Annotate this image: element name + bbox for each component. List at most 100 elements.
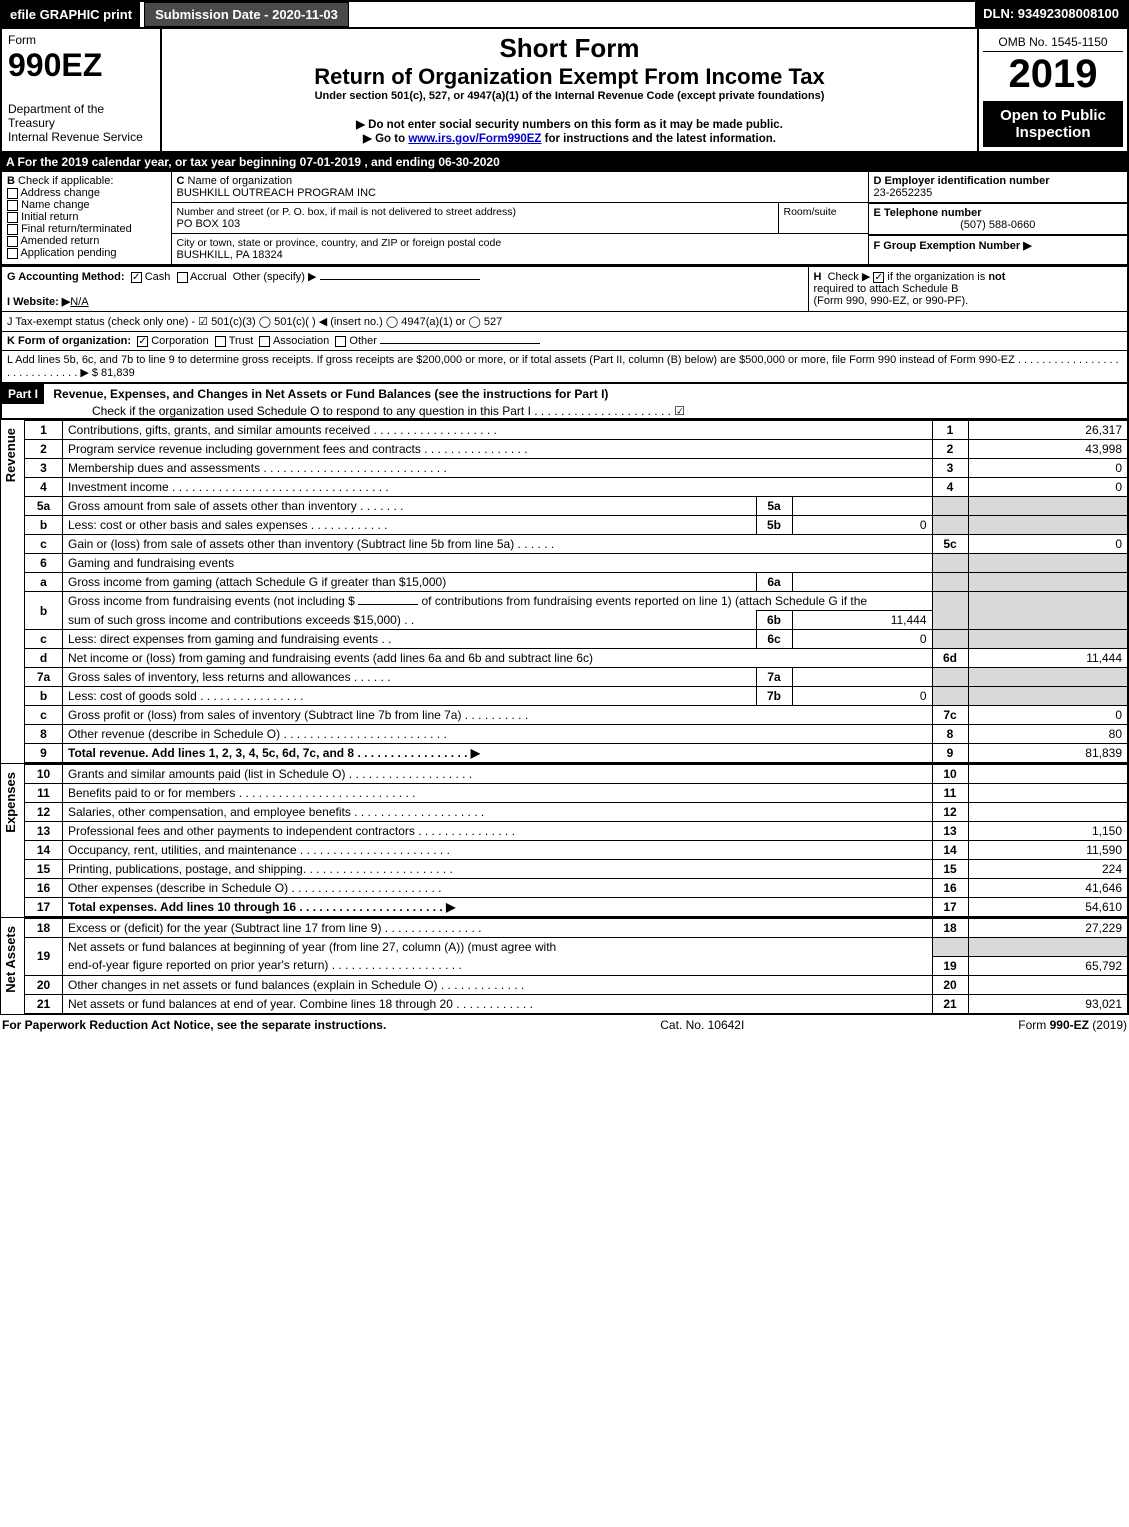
line-17-num: 17: [25, 898, 63, 918]
line-6a-subval: [792, 573, 932, 592]
checkbox-address-change[interactable]: [7, 188, 18, 199]
checkbox-application-pending[interactable]: [7, 248, 18, 259]
checkbox-amended-return[interactable]: [7, 236, 18, 247]
form-header: Form 990EZ Department of the Treasury In…: [0, 29, 1129, 153]
line-9-num: 9: [25, 744, 63, 764]
other-org-input[interactable]: [380, 343, 540, 344]
line-16-text: Other expenses (describe in Schedule O) …: [63, 879, 933, 898]
line-15-val: 224: [968, 860, 1128, 879]
line-8-text: Other revenue (describe in Schedule O) .…: [63, 725, 933, 744]
checkbox-name-change[interactable]: [7, 200, 18, 211]
dln-label: DLN: 93492308008100: [975, 2, 1127, 27]
irs-link[interactable]: www.irs.gov/Form990EZ: [408, 133, 541, 145]
line-9-col: 9: [932, 744, 968, 764]
line-19-text-1: Net assets or fund balances at beginning…: [63, 938, 933, 957]
line-13-val: 1,150: [968, 822, 1128, 841]
line-7a-shade: [932, 668, 968, 687]
group-exemption-label: F Group Exemption Number ▶: [874, 240, 1032, 252]
line-5a-subcol: 5a: [756, 497, 792, 516]
page-footer: For Paperwork Reduction Act Notice, see …: [0, 1015, 1129, 1032]
line-6b-text-1: Gross income from fundraising events (no…: [63, 592, 933, 611]
checkbox-other-org[interactable]: [335, 336, 346, 347]
line-6c-subval: 0: [792, 630, 932, 649]
line-6c-shade-val: [968, 630, 1128, 649]
checkbox-final-return[interactable]: [7, 224, 18, 235]
line-17-val: 54,610: [968, 898, 1128, 918]
checkbox-initial-return[interactable]: [7, 212, 18, 223]
line-5b-subcol: 5b: [756, 516, 792, 535]
revenue-section: Revenue 1Contributions, gifts, grants, a…: [0, 420, 1129, 764]
checkbox-association[interactable]: [259, 336, 270, 347]
line-2-num: 2: [25, 440, 63, 459]
line-15-col: 15: [932, 860, 968, 879]
opt-trust: Trust: [229, 335, 254, 347]
h-check-arrow: Check ▶: [828, 271, 871, 283]
check-if-applicable: Check if applicable:: [18, 175, 113, 187]
line-7a-subval: [792, 668, 932, 687]
goto-post: for instructions and the latest informat…: [541, 133, 776, 145]
ein-label: D Employer identification number: [874, 175, 1050, 187]
checkbox-accrual[interactable]: [177, 272, 188, 283]
line-5a-subval: [792, 497, 932, 516]
line-19-col: 19: [932, 956, 968, 975]
bcd-block: B Check if applicable: Address change Na…: [0, 171, 1129, 266]
line-6c-text: Less: direct expenses from gaming and fu…: [63, 630, 757, 649]
j-tax-exempt-status: J Tax-exempt status (check only one) - ☑…: [1, 312, 1128, 332]
line-6b-amount-input[interactable]: [358, 604, 418, 605]
efile-print-button[interactable]: efile GRAPHIC print: [2, 2, 140, 27]
l-gross-receipts-text: L Add lines 5b, 6c, and 7b to line 9 to …: [7, 354, 1119, 379]
line-1-val: 26,317: [968, 421, 1128, 440]
line-2-text: Program service revenue including govern…: [63, 440, 933, 459]
line-6-shade-val: [968, 554, 1128, 573]
part-i-label: Part I: [2, 384, 44, 404]
line-5b-subval: 0: [792, 516, 932, 535]
line-6d-text: Net income or (loss) from gaming and fun…: [63, 649, 933, 668]
opt-application-pending: Application pending: [20, 247, 116, 259]
opt-name-change: Name change: [21, 199, 90, 211]
part-i-check-schedule-o: Check if the organization used Schedule …: [2, 404, 1127, 418]
line-14-val: 11,590: [968, 841, 1128, 860]
street-value: PO BOX 103: [177, 218, 241, 230]
checkbox-corporation[interactable]: ✓: [137, 336, 148, 347]
line-7b-subval: 0: [792, 687, 932, 706]
l-gross-receipts-value: 81,839: [101, 367, 135, 379]
checkbox-trust[interactable]: [215, 336, 226, 347]
goto-pre: ▶ Go to: [363, 133, 408, 145]
line-6d-val: 11,444: [968, 649, 1128, 668]
opt-association: Association: [273, 335, 329, 347]
opt-initial-return: Initial return: [21, 211, 78, 223]
expenses-section: Expenses 10Grants and similar amounts pa…: [0, 764, 1129, 918]
line-7a-num: 7a: [25, 668, 63, 687]
paperwork-notice: For Paperwork Reduction Act Notice, see …: [2, 1018, 386, 1032]
line-5b-shade: [932, 516, 968, 535]
line-5c-text: Gain or (loss) from sale of assets other…: [63, 535, 933, 554]
top-bar: efile GRAPHIC print Submission Date - 20…: [0, 0, 1129, 29]
line-18-col: 18: [932, 919, 968, 938]
net-assets-side-label: Net Assets: [0, 918, 24, 1015]
other-specify-input[interactable]: [320, 279, 480, 280]
net-assets-section: Net Assets 18Excess or (deficit) for the…: [0, 918, 1129, 1015]
line-6b-subval: 11,444: [792, 611, 932, 630]
h-not: not: [988, 271, 1005, 283]
line-21-num: 21: [25, 994, 63, 1014]
line-6c-subcol: 6c: [756, 630, 792, 649]
checkbox-sched-b-not-required[interactable]: ✓: [873, 272, 884, 283]
expenses-side-label: Expenses: [0, 764, 24, 918]
org-name-label: Name of organization: [188, 175, 293, 187]
city-label: City or town, state or province, country…: [177, 237, 502, 249]
line-6b-num: b: [25, 592, 63, 630]
checkbox-cash[interactable]: ✓: [131, 272, 142, 283]
line-5c-num: c: [25, 535, 63, 554]
line-5a-text: Gross amount from sale of assets other t…: [63, 497, 757, 516]
line-7c-text: Gross profit or (loss) from sales of inv…: [63, 706, 933, 725]
opt-corporation: Corporation: [151, 335, 208, 347]
h-txt4: (Form 990, 990-EZ, or 990-PF).: [814, 295, 969, 307]
line-21-val: 93,021: [968, 994, 1128, 1014]
line-3-text: Membership dues and assessments . . . . …: [63, 459, 933, 478]
phone-value: (507) 588-0660: [874, 219, 1123, 231]
h-txt2: if the organization is: [887, 271, 985, 283]
line-6d-col: 6d: [932, 649, 968, 668]
line-11-col: 11: [932, 784, 968, 803]
line-19-shade: [932, 938, 968, 957]
goto-line: ▶ Go to www.irs.gov/Form990EZ for instru…: [167, 131, 972, 145]
